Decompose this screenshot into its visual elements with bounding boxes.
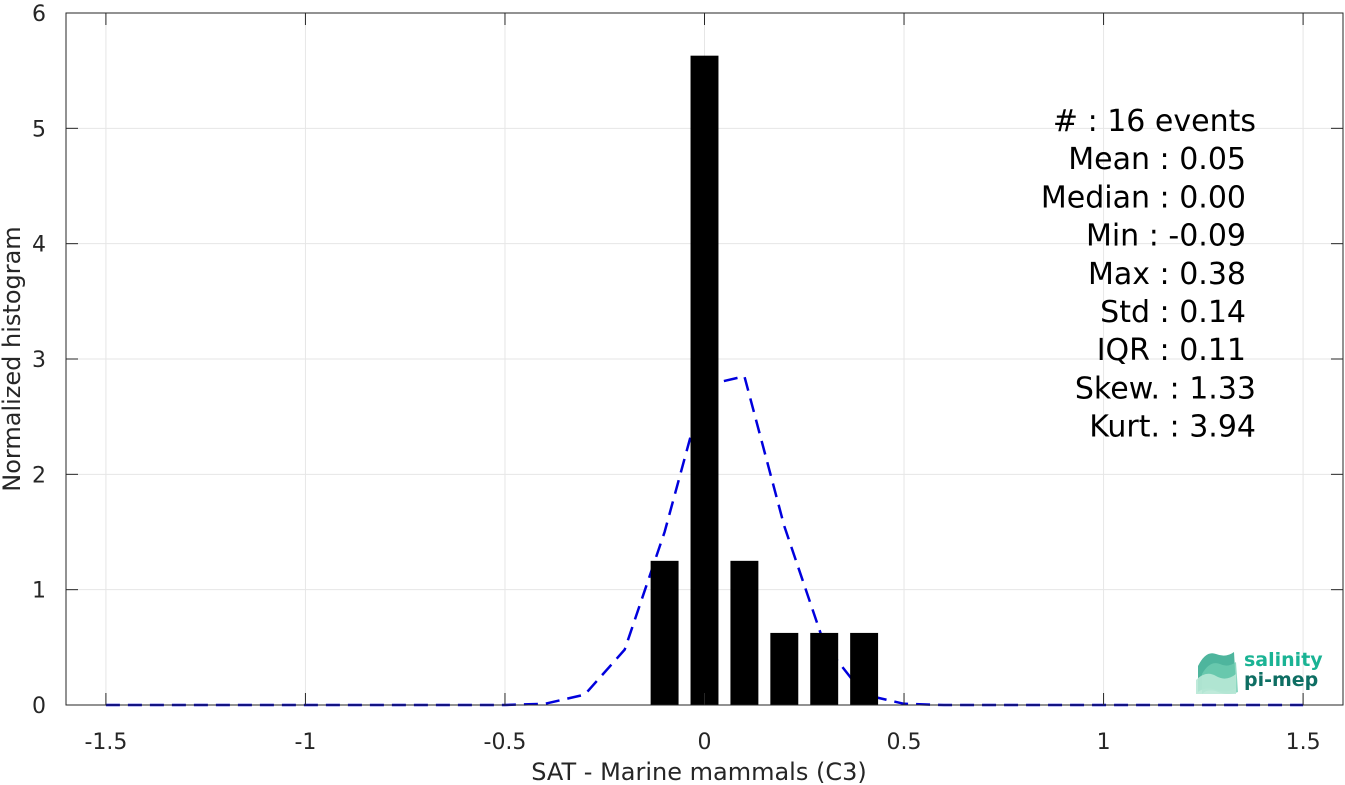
x-tick-label-2: -0.5 [484,730,527,755]
histogram-bar-2 [730,560,759,705]
histogram-bar-5 [850,632,879,705]
y-tick-label-6: 6 [32,2,46,27]
y-axis-label: Normalized histogram [0,226,26,491]
histogram-bars [650,55,879,705]
stats-line-0: # : 16 events [1053,104,1256,139]
stats-line-3: Min : -0.09 [1086,219,1246,254]
stats-line-7: Skew. : 1.33 [1075,371,1256,406]
x-tick-label-4: 0.5 [887,730,922,755]
stats-line-5: Std : 0.14 [1100,295,1246,330]
y-tick-labels: 0 1 2 3 4 5 6 [32,2,46,719]
y-tick-label-2: 2 [32,463,46,488]
histogram-bar-1 [690,55,719,705]
y-tick-label-4: 4 [32,233,46,258]
histogram-bar-4 [810,632,839,705]
y-tick-label-3: 3 [32,348,46,373]
x-tick-label-0: -1.5 [84,730,127,755]
logo-line2: pi-mep [1244,669,1318,691]
y-tick-label-1: 1 [32,579,46,604]
axis-ticks [66,12,1343,706]
stats-line-8: Kurt. : 3.94 [1089,410,1256,445]
y-tick-label-0: 0 [32,694,46,719]
histogram-bar-3 [770,632,799,705]
y-tick-label-5: 5 [32,117,46,142]
histogram-bar-0 [650,560,679,705]
x-tick-labels: -1.5 -1 -0.5 0 0.5 1 1.5 [84,730,1320,755]
x-tick-label-1: -1 [294,730,316,755]
stats-line-4: Max : 0.38 [1088,257,1246,292]
x-tick-label-5: 1 [1097,730,1111,755]
x-tick-label-3: 0 [698,730,712,755]
x-tick-label-6: 1.5 [1286,730,1321,755]
wave-icon [1196,652,1238,694]
stats-line-1: Mean : 0.05 [1068,142,1246,177]
x-axis-label: SAT - Marine mammals (C3) [531,758,866,785]
stats-line-2: Median : 0.00 [1041,180,1246,215]
stats-line-6: IQR : 0.11 [1097,333,1246,368]
logo-line1: salinity [1244,649,1323,671]
salinity-pi-mep-logo: salinity pi-mep [1196,649,1323,694]
